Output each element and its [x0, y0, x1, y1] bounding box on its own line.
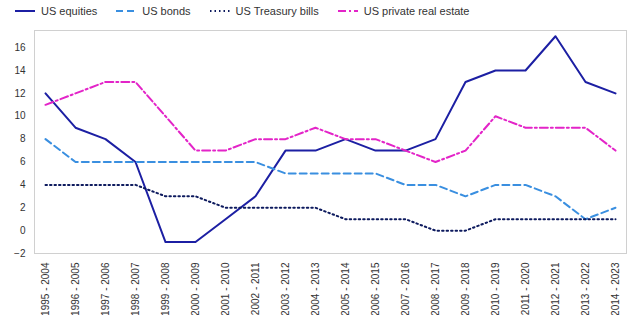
svg-text:8: 8 — [20, 133, 26, 144]
html-text:US equities: US equities — [41, 5, 98, 17]
svg-text:0: 0 — [20, 225, 26, 236]
svg-text:2001 - 2010: 2001 - 2010 — [220, 262, 231, 315]
svg-text:2013 - 2022: 2013 - 2022 — [580, 262, 591, 315]
svg-text:1996 - 2005: 1996 - 2005 — [70, 262, 81, 315]
svg-text:1998 - 2007: 1998 - 2007 — [130, 262, 141, 315]
svg-text:2000 - 2009: 2000 - 2009 — [190, 262, 201, 315]
svg-text:2002 - 2011: 2002 - 2011 — [250, 262, 261, 315]
svg-text:2010 - 2019: 2010 - 2019 — [490, 262, 501, 315]
svg-text:4: 4 — [20, 179, 26, 190]
svg-text:2008 - 2017: 2008 - 2017 — [430, 262, 441, 315]
html-text:US private real estate: US private real estate — [363, 5, 470, 17]
html-text:US Treasury bills: US Treasury bills — [235, 5, 319, 17]
svg-text:2012 - 2021: 2012 - 2021 — [550, 262, 561, 315]
svg-text:2014 - 2023: 2014 - 2023 — [610, 262, 621, 315]
svg-text:2006 - 2015: 2006 - 2015 — [370, 262, 381, 315]
svg-text:2005 - 2014: 2005 - 2014 — [340, 262, 351, 315]
svg-text:14: 14 — [14, 65, 26, 76]
svg-text:2003 - 2012: 2003 - 2012 — [280, 262, 291, 315]
svg-text:1999 - 2008: 1999 - 2008 — [160, 262, 171, 315]
svg-text:1997 - 2006: 1997 - 2006 — [100, 262, 111, 315]
svg-text:10: 10 — [14, 110, 26, 121]
svg-text:2011 - 2020: 2011 - 2020 — [520, 262, 531, 315]
svg-text:2004 - 2013: 2004 - 2013 — [310, 262, 321, 315]
svg-text:1995 - 2004: 1995 - 2004 — [40, 262, 51, 315]
svg-text:−2: −2 — [14, 248, 26, 259]
svg-text:2007 - 2016: 2007 - 2016 — [400, 262, 411, 315]
svg-text:12: 12 — [14, 88, 26, 99]
svg-text:2009 - 2018: 2009 - 2018 — [460, 262, 471, 315]
svg-text:6: 6 — [20, 156, 26, 167]
svg-text:2: 2 — [20, 202, 26, 213]
html-text:US bonds: US bonds — [142, 5, 191, 17]
svg-text:16: 16 — [14, 42, 26, 53]
